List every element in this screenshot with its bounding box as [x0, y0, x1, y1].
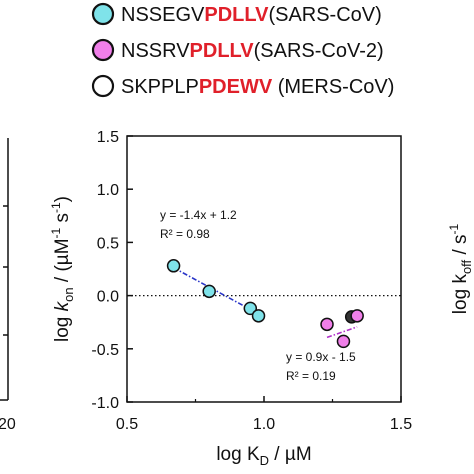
data-point: [350, 309, 364, 323]
y-axis-ticks: 1.5 1.0 0.5 0.0 -0.5 -1.0: [91, 129, 133, 412]
left-panel-fragment: 20: [0, 138, 16, 433]
y-tick-label: -1.0: [91, 395, 119, 412]
x-axis-ticks: 0.5 1.0 1.5: [116, 396, 412, 433]
x-axis-title: log KD / µM: [216, 444, 311, 468]
data-point: [336, 334, 351, 349]
y-tick-label: 1.5: [97, 129, 119, 146]
x-tick-label: 0.5: [116, 416, 138, 433]
fit-equation-sars-cov-2: y = 0.9x - 1.5: [286, 350, 356, 364]
y-tick-label: 1.0: [97, 182, 119, 199]
data-point: [243, 301, 258, 316]
plot-area: 0.5 1.0 1.5 1.5 1.0 0.5 0.0 -0.5 -1.0 y = -1.4x…: [91, 129, 412, 433]
legend-item-sars-cov-2: NSSRVPDLLV(SARS-CoV-2): [91, 38, 384, 62]
legend-marker-sars-cov: [91, 2, 115, 26]
x-tick-label: 1.0: [253, 416, 275, 433]
legend-marker-sars-cov-2: [91, 38, 115, 62]
legend-item-sars-cov: NSSEGVPDLLV(SARS-CoV): [91, 2, 382, 26]
legend-label-sars-cov: NSSEGVPDLLV(SARS-CoV): [121, 4, 382, 26]
fit-r2-sars-cov: R² = 0.98: [160, 227, 210, 241]
left-panel-tick-label: 20: [0, 416, 16, 433]
fit-equation-sars-cov: y = -1.4x + 1.2: [160, 208, 237, 222]
x-tick-label: 1.5: [390, 416, 412, 433]
legend-marker-mers-cov: [91, 74, 115, 98]
y-tick-label: 0.0: [97, 289, 119, 306]
data-point: [202, 284, 216, 299]
data-points: [166, 259, 364, 349]
right-axis-title: log koff / s-1: [447, 223, 474, 314]
data-point: [251, 309, 266, 323]
y-tick-label: 0.5: [97, 235, 119, 252]
data-point: [320, 317, 334, 332]
legend: NSSEGVPDLLV(SARS-CoV) NSSRVPDLLV(SARS-Co…: [91, 2, 394, 98]
fit-r2-sars-cov-2: R² = 0.19: [286, 369, 336, 383]
legend-item-mers-cov: SKPPLPPDEWV (MERS-CoV): [91, 74, 394, 98]
legend-label-sars-cov-2: NSSRVPDLLV(SARS-CoV-2): [121, 40, 384, 62]
data-point: [166, 259, 181, 273]
legend-label-mers-cov: SKPPLPPDEWV (MERS-CoV): [121, 76, 394, 98]
y-axis-title: log kon / (µM-1 s-1): [49, 196, 76, 342]
y-tick-label: -0.5: [91, 342, 119, 359]
